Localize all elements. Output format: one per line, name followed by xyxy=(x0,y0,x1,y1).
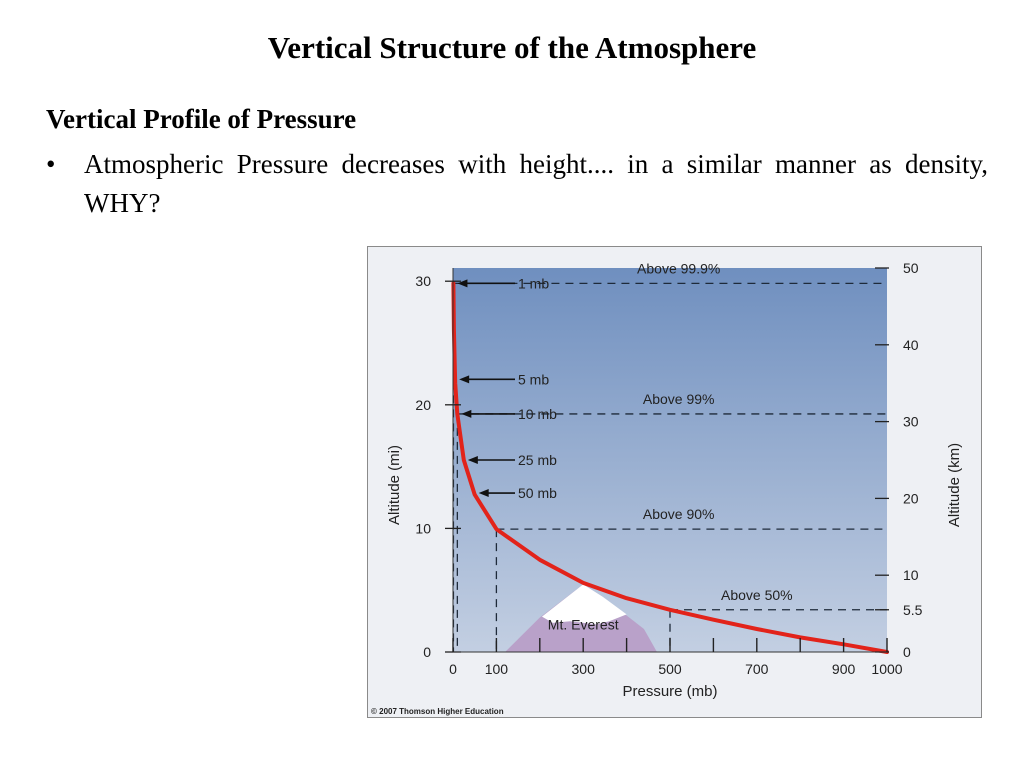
right-axis-label: Altitude (km) xyxy=(946,443,963,527)
pressure-arrow-head xyxy=(459,375,470,384)
pressure-level-label: 25 mb xyxy=(518,452,557,468)
pressure-level-label: 5 mb xyxy=(518,371,549,387)
left-axis-tick-label: 30 xyxy=(415,273,431,289)
section-heading: Vertical Profile of Pressure xyxy=(46,104,357,134)
pressure-arrow-head xyxy=(467,456,478,464)
pressure-arrow-head xyxy=(461,409,472,418)
labels: Above 99.9% Above 99% Above 90% Above 50% Mt… xyxy=(371,260,963,716)
axes xyxy=(445,267,889,653)
mass-level-label: Above 99.9% xyxy=(637,260,720,276)
pressure-arrow-head xyxy=(478,489,489,498)
pressure-level-label: 50 mb xyxy=(518,485,557,501)
right-axis-tick-label: 0 xyxy=(903,644,911,660)
left-axis-label: Altitude (mi) xyxy=(386,445,403,525)
pressure-level-label: 1 mb xyxy=(518,275,549,291)
credit-text: © 2007 Thomson Higher Education xyxy=(371,707,504,716)
mt-everest-mountain xyxy=(505,584,657,652)
mountain-snow xyxy=(541,584,627,625)
mass-level-label: Above 99% xyxy=(643,391,715,407)
figure-frame xyxy=(367,246,982,718)
right-axis-tick-label: 30 xyxy=(903,414,919,430)
bottom-axis-tick-label: 900 xyxy=(832,661,856,677)
left-axis-tick-label: 20 xyxy=(415,397,431,413)
mt-everest-label: Mt. Everest xyxy=(548,617,619,633)
pressure-arrow-head xyxy=(457,279,468,288)
bottom-axis-tick-label: 300 xyxy=(572,661,596,677)
right-axis-tick-label: 10 xyxy=(903,567,919,583)
plot-area xyxy=(453,268,887,652)
pressure-level-label: 10 mb xyxy=(518,406,557,422)
bullet-icon: • xyxy=(46,149,56,179)
mass-level-label: Above 50% xyxy=(721,587,793,603)
bullet-text: Atmospheric Pressure decreases with heig… xyxy=(84,149,988,218)
right-axis-tick-label: 40 xyxy=(903,337,919,353)
left-axis-tick-label: 0 xyxy=(423,644,431,660)
bottom-axis-tick-label: 500 xyxy=(658,661,682,677)
pressure-chart: Above 99.9% Above 99% Above 90% Above 50% Mt… xyxy=(367,246,982,718)
pressure-curve xyxy=(451,281,889,654)
bullet-item: • Atmospheric Pressure decreases with he… xyxy=(46,145,988,223)
bottom-axis-tick-label: 1000 xyxy=(871,661,902,677)
pressure-series-line xyxy=(451,281,889,654)
bottom-axis-label: Pressure (mb) xyxy=(622,683,717,700)
pressure-altitude-figure: Above 99.9% Above 99% Above 90% Above 50% Mt… xyxy=(367,246,982,718)
right-axis-tick-label: 20 xyxy=(903,490,919,506)
right-axis-tick-label: 50 xyxy=(903,260,919,276)
bottom-axis-tick-label: 700 xyxy=(745,661,769,677)
mass-level-label: Above 90% xyxy=(643,506,715,522)
slide-title: Vertical Structure of the Atmosphere xyxy=(267,30,757,65)
pressure-arrows xyxy=(457,279,515,498)
right-axis-tick-label: 5.5 xyxy=(903,602,923,618)
bottom-axis-tick-label: 0 xyxy=(449,661,457,677)
bottom-axis-tick-label: 100 xyxy=(485,661,509,677)
left-axis-tick-label: 10 xyxy=(415,520,431,536)
